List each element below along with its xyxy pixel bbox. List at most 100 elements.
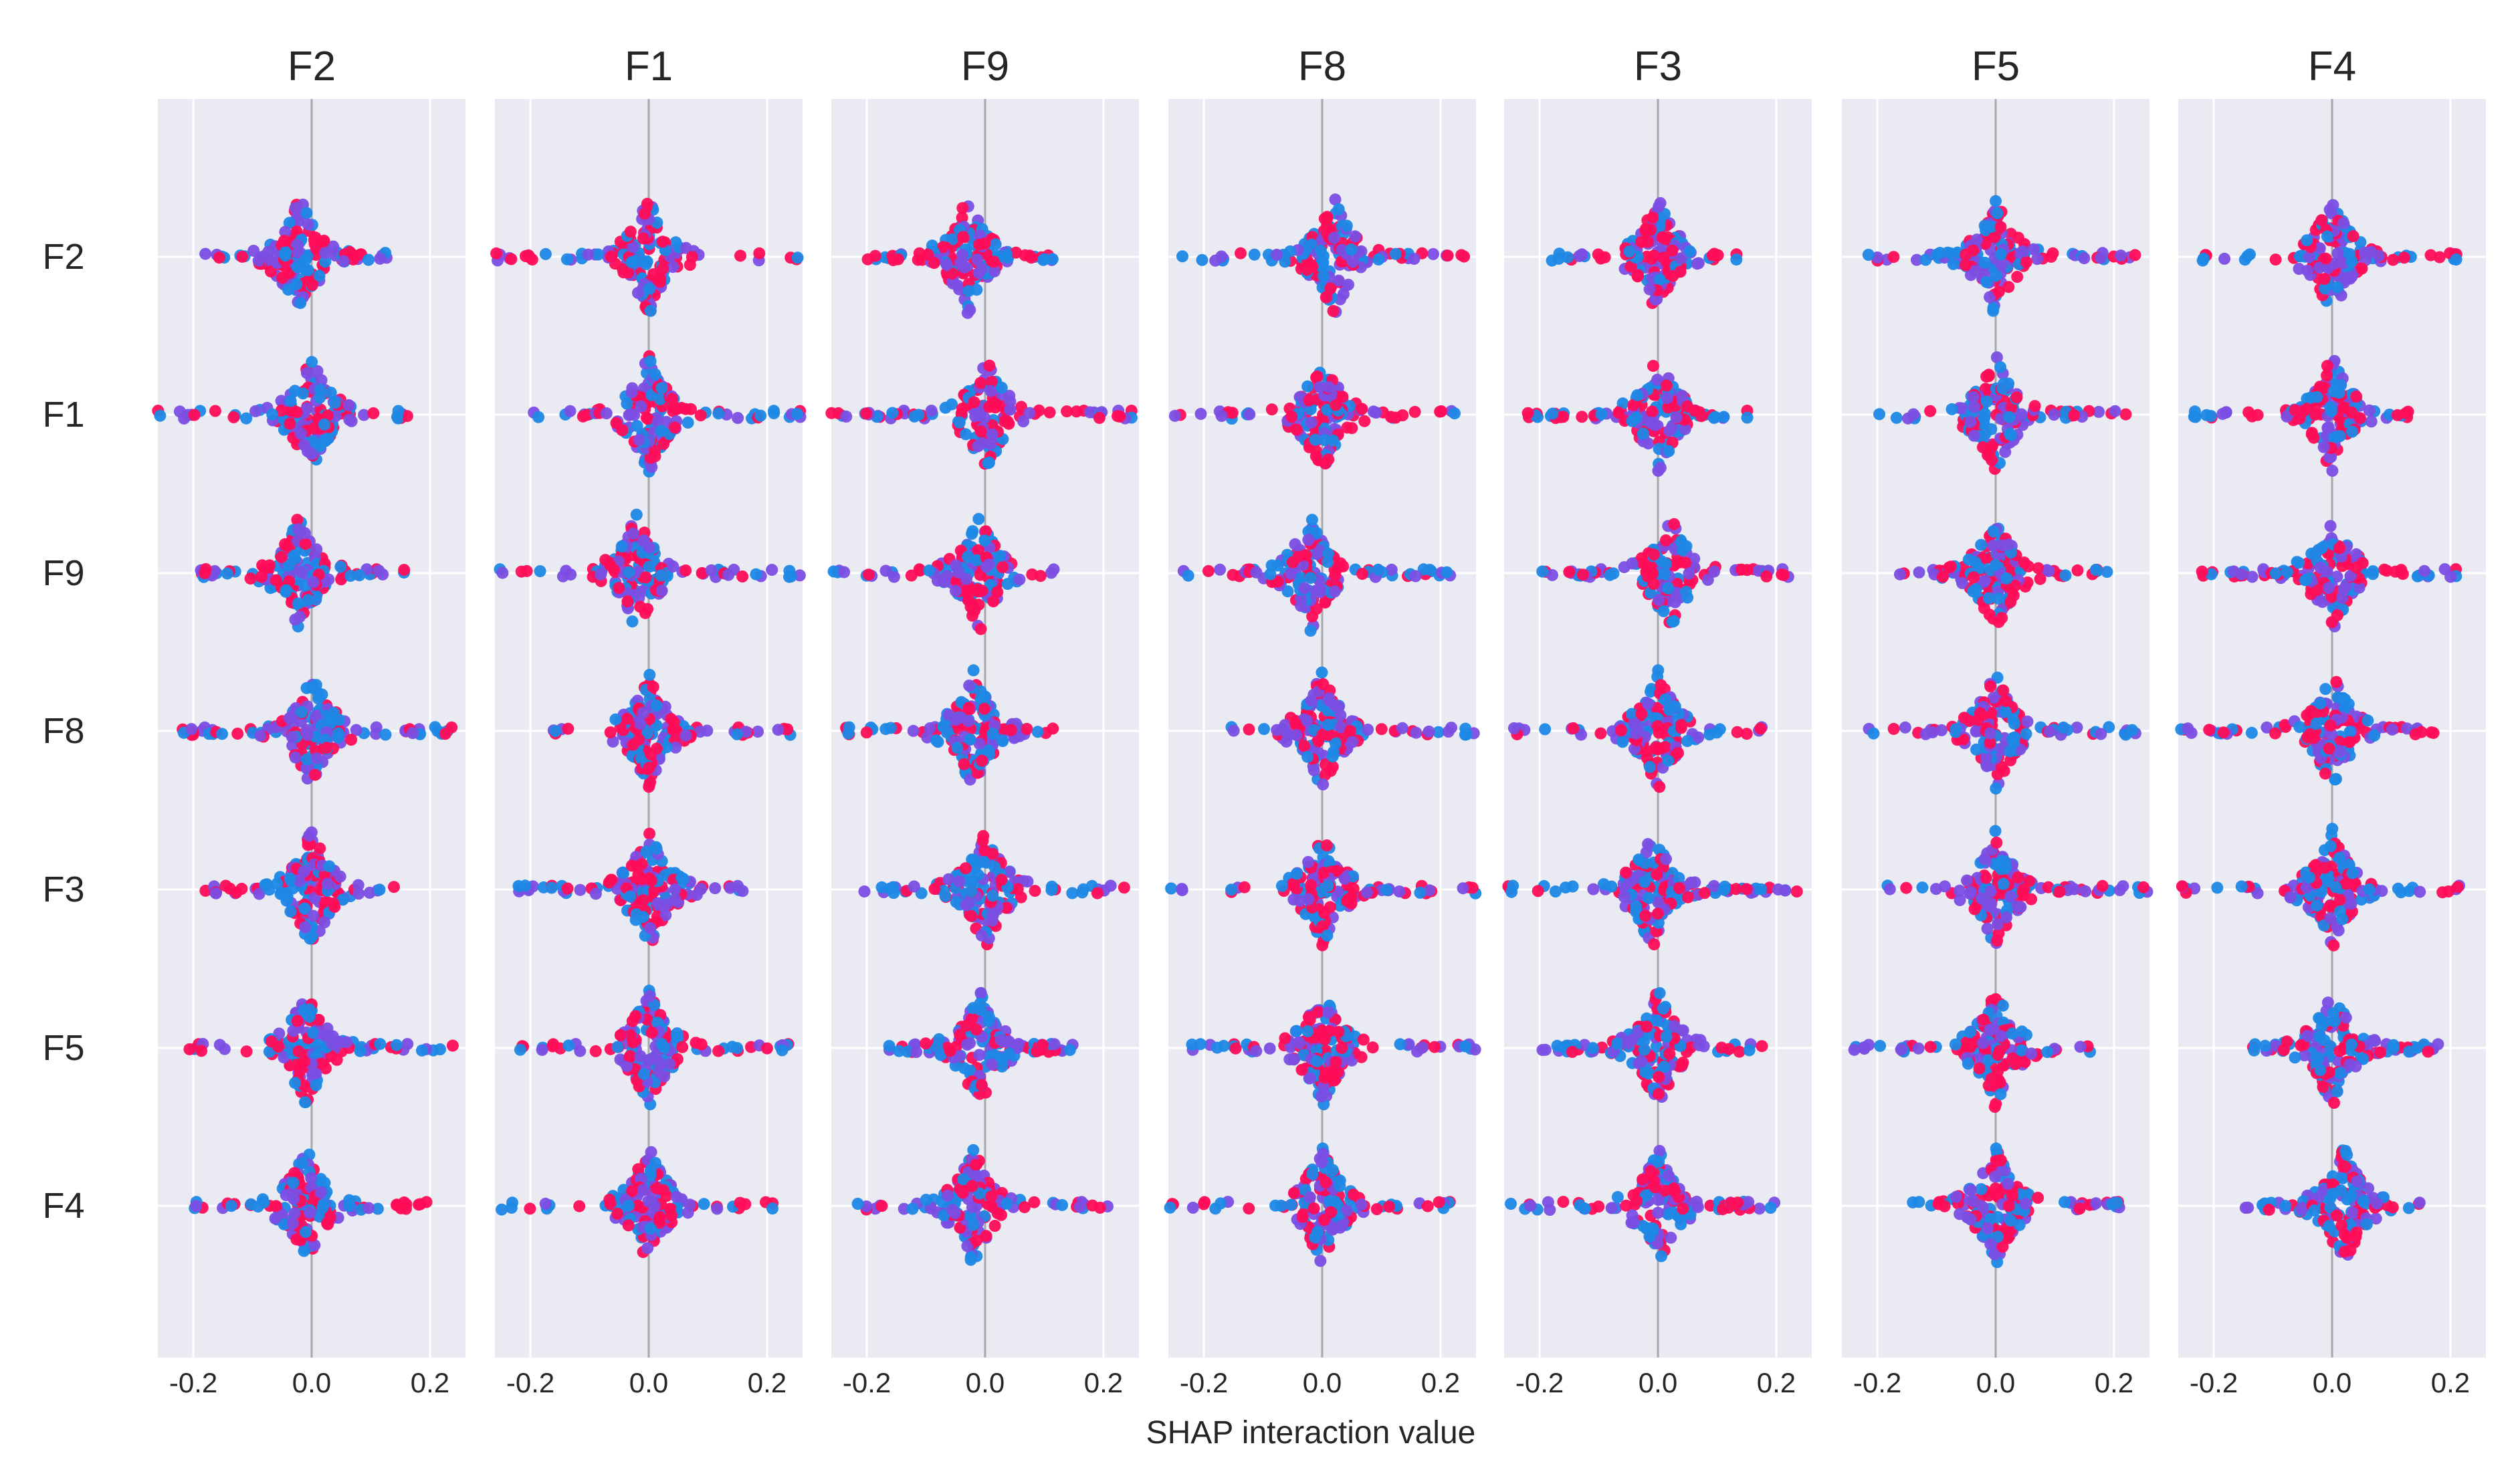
x-tick-label: 0.0 xyxy=(292,1367,331,1398)
data-point xyxy=(601,407,613,419)
data-point xyxy=(264,559,276,571)
data-point xyxy=(1176,883,1188,895)
data-point xyxy=(550,725,562,737)
data-point xyxy=(609,714,621,726)
data-point xyxy=(445,722,457,734)
data-point xyxy=(391,411,403,423)
data-point xyxy=(496,567,508,579)
data-point xyxy=(154,410,166,422)
data-point xyxy=(732,412,744,424)
data-point xyxy=(301,367,313,379)
data-point xyxy=(923,564,935,576)
data-point xyxy=(1760,570,1772,583)
data-point xyxy=(343,1194,355,1206)
data-point xyxy=(1635,708,1647,720)
data-point xyxy=(671,1027,683,1039)
data-point xyxy=(1281,736,1293,748)
data-point xyxy=(644,922,656,934)
data-point xyxy=(983,360,995,372)
data-point xyxy=(972,513,984,525)
data-point xyxy=(295,427,307,439)
data-point xyxy=(949,1207,961,1219)
data-point xyxy=(967,1144,979,1156)
data-point xyxy=(1655,462,1667,474)
data-point xyxy=(726,1041,738,1053)
data-point xyxy=(1422,1200,1434,1212)
data-point xyxy=(861,726,873,738)
data-point xyxy=(314,843,326,855)
data-point xyxy=(284,873,296,885)
data-point xyxy=(1562,251,1574,263)
data-point xyxy=(1557,411,1569,423)
data-point xyxy=(1243,409,1255,421)
data-point xyxy=(966,1013,978,1025)
data-point xyxy=(1186,1039,1198,1051)
data-point xyxy=(302,729,314,741)
data-point xyxy=(516,566,528,578)
data-point xyxy=(1358,1034,1370,1046)
data-point xyxy=(1322,719,1334,731)
data-point xyxy=(676,1041,688,1053)
data-point xyxy=(1709,411,1721,423)
data-point xyxy=(1196,254,1209,266)
data-point xyxy=(978,856,990,868)
data-point xyxy=(1330,1056,1342,1068)
data-point xyxy=(1312,1006,1324,1018)
data-point xyxy=(613,582,625,594)
data-point xyxy=(301,207,313,219)
data-point xyxy=(987,595,999,607)
data-point xyxy=(645,355,657,367)
data-point xyxy=(1216,410,1228,422)
data-point xyxy=(190,1200,202,1212)
data-point xyxy=(637,911,649,923)
data-point xyxy=(1048,563,1060,575)
data-point xyxy=(1275,1200,1287,1212)
data-point xyxy=(199,248,211,260)
data-point xyxy=(1754,722,1766,734)
data-point xyxy=(1322,1007,1334,1019)
data-point xyxy=(608,564,620,576)
data-point xyxy=(1676,390,1688,402)
data-point xyxy=(1408,253,1421,265)
data-point xyxy=(1227,569,1239,581)
data-point xyxy=(590,887,602,899)
data-point xyxy=(1299,583,1311,595)
data-point xyxy=(401,1038,413,1050)
x-tick-label: 0.2 xyxy=(1421,1367,1460,1398)
data-point xyxy=(1295,600,1307,612)
data-point xyxy=(388,881,400,893)
data-point xyxy=(1367,1041,1379,1053)
x-tick-label: -0.2 xyxy=(169,1367,217,1398)
data-point xyxy=(962,715,974,727)
data-point xyxy=(200,563,212,575)
data-point xyxy=(665,1210,677,1222)
data-point xyxy=(354,1045,366,1057)
data-point xyxy=(605,251,617,263)
data-point xyxy=(950,559,962,571)
data-point xyxy=(734,249,746,261)
data-point xyxy=(1318,907,1330,919)
data-point xyxy=(306,681,318,694)
data-point xyxy=(400,1203,412,1215)
data-point xyxy=(1032,726,1044,738)
data-point xyxy=(623,1219,635,1231)
data-point xyxy=(322,1219,334,1231)
data-point xyxy=(328,707,340,719)
data-point xyxy=(791,408,803,420)
data-point xyxy=(1671,411,1683,423)
data-point xyxy=(986,848,999,860)
data-point xyxy=(266,409,278,421)
data-point xyxy=(1250,1045,1262,1057)
data-point xyxy=(1291,868,1303,880)
data-point xyxy=(1071,405,1083,417)
data-point xyxy=(1346,736,1358,748)
data-point xyxy=(1427,248,1439,260)
data-point xyxy=(887,254,900,266)
data-point xyxy=(292,1015,304,1027)
data-point xyxy=(965,910,977,922)
data-point xyxy=(270,1200,282,1212)
data-point xyxy=(761,1043,773,1055)
